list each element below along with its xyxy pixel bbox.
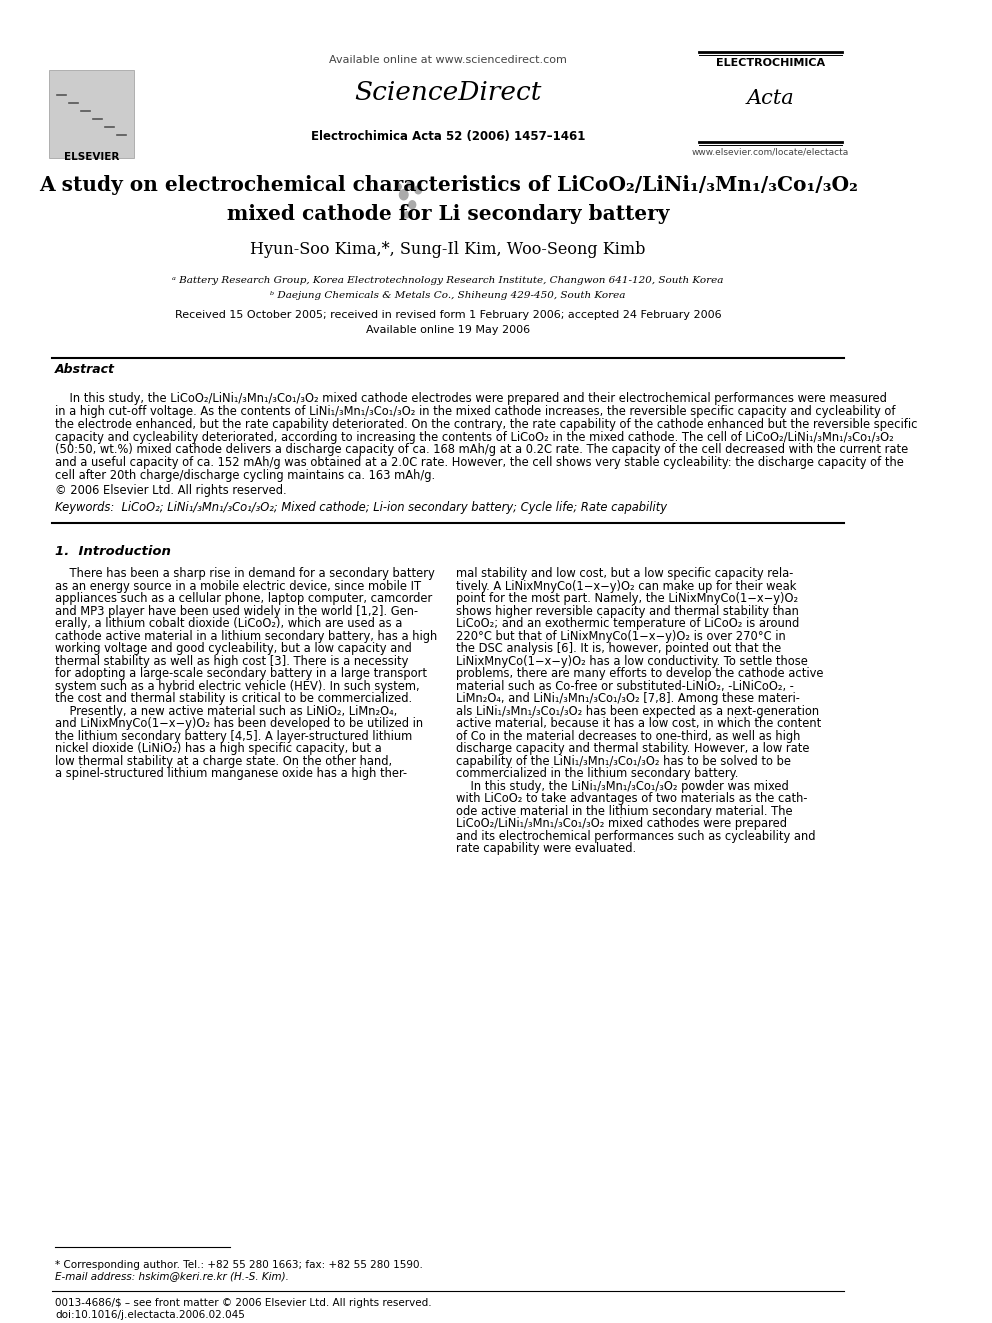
Text: Presently, a new active material such as LiNiO₂, LiMn₂O₄,: Presently, a new active material such as…	[55, 705, 397, 717]
Circle shape	[396, 184, 401, 189]
Text: and its electrochemical performances such as cycleability and: and its electrochemical performances suc…	[455, 830, 815, 843]
Text: mixed cathode for Li secondary battery: mixed cathode for Li secondary battery	[227, 204, 670, 224]
Text: tively. A LiNixMnyCo(1−x−y)O₂ can make up for their weak: tively. A LiNixMnyCo(1−x−y)O₂ can make u…	[455, 579, 797, 593]
FancyBboxPatch shape	[49, 70, 134, 157]
Text: rate capability were evaluated.: rate capability were evaluated.	[455, 841, 636, 855]
Text: Abstract: Abstract	[55, 363, 115, 376]
Text: There has been a sharp rise in demand for a secondary battery: There has been a sharp rise in demand fo…	[55, 568, 434, 581]
Text: ode active material in the lithium secondary material. The: ode active material in the lithium secon…	[455, 804, 793, 818]
Text: low thermal stability at a charge state. On the other hand,: low thermal stability at a charge state.…	[55, 754, 392, 767]
Text: (50:50, wt.%) mixed cathode delivers a discharge capacity of ca. 168 mAh/g at a : (50:50, wt.%) mixed cathode delivers a d…	[55, 443, 908, 456]
Text: ᵇ Daejung Chemicals & Metals Co., Shiheung 429-450, South Korea: ᵇ Daejung Chemicals & Metals Co., Shiheu…	[271, 291, 626, 299]
Text: commercialized in the lithium secondary battery.: commercialized in the lithium secondary …	[455, 767, 738, 781]
Text: Available online at www.sciencedirect.com: Available online at www.sciencedirect.co…	[329, 56, 567, 65]
Text: LiCoO₂/LiNi₁/₃Mn₁/₃Co₁/₃O₂ mixed cathodes were prepared: LiCoO₂/LiNi₁/₃Mn₁/₃Co₁/₃O₂ mixed cathode…	[455, 818, 787, 830]
Text: material such as Co-free or substituted-LiNiO₂, -LiNiCoO₂, -: material such as Co-free or substituted-…	[455, 680, 794, 693]
Text: working voltage and good cycleability, but a low capacity and: working voltage and good cycleability, b…	[55, 642, 412, 655]
Text: LiMn₂O₄, and LiNi₁/₃Mn₁/₃Co₁/₃O₂ [7,8]. Among these materi-: LiMn₂O₄, and LiNi₁/₃Mn₁/₃Co₁/₃O₂ [7,8]. …	[455, 692, 800, 705]
Text: als LiNi₁/₃Mn₁/₃Co₁/₃O₂ has been expected as a next-generation: als LiNi₁/₃Mn₁/₃Co₁/₃O₂ has been expecte…	[455, 705, 819, 717]
Text: cathode active material in a lithium secondary battery, has a high: cathode active material in a lithium sec…	[55, 630, 437, 643]
Text: mal stability and low cost, but a low specific capacity rela-: mal stability and low cost, but a low sp…	[455, 568, 794, 581]
Text: discharge capacity and thermal stability. However, a low rate: discharge capacity and thermal stability…	[455, 742, 809, 755]
Text: Electrochimica Acta 52 (2006) 1457–1461: Electrochimica Acta 52 (2006) 1457–1461	[310, 130, 585, 143]
Circle shape	[407, 181, 413, 188]
Text: system such as a hybrid electric vehicle (HEV). In such system,: system such as a hybrid electric vehicle…	[55, 680, 420, 693]
Text: shows higher reversible capacity and thermal stability than: shows higher reversible capacity and the…	[455, 605, 799, 618]
Text: LiCoO₂; and an exothermic temperature of LiCoO₂ is around: LiCoO₂; and an exothermic temperature of…	[455, 618, 799, 630]
Text: 220°C but that of LiNixMnyCo(1−x−y)O₂ is over 270°C in: 220°C but that of LiNixMnyCo(1−x−y)O₂ is…	[455, 630, 786, 643]
Text: problems, there are many efforts to develop the cathode active: problems, there are many efforts to deve…	[455, 667, 823, 680]
Text: in a high cut-off voltage. As the contents of LiNi₁/₃Mn₁/₃Co₁/₃O₂ in the mixed c: in a high cut-off voltage. As the conten…	[55, 405, 896, 418]
Text: active material, because it has a low cost, in which the content: active material, because it has a low co…	[455, 717, 821, 730]
Text: ELSEVIER: ELSEVIER	[63, 152, 119, 161]
Text: ELECTROCHIMICA: ELECTROCHIMICA	[716, 58, 825, 67]
Text: and LiNixMnyCo(1−x−y)O₂ has been developed to be utilized in: and LiNixMnyCo(1−x−y)O₂ has been develop…	[55, 717, 423, 730]
Text: 0013-4686/$ – see front matter © 2006 Elsevier Ltd. All rights reserved.: 0013-4686/$ – see front matter © 2006 El…	[55, 1298, 432, 1308]
Text: ᵃ Battery Research Group, Korea Electrotechnology Research Institute, Changwon 6: ᵃ Battery Research Group, Korea Electrot…	[173, 275, 724, 284]
Text: Hyun-Soo Kima,*, Sung-Il Kim, Woo-Seong Kimb: Hyun-Soo Kima,*, Sung-Il Kim, Woo-Seong …	[250, 241, 646, 258]
Text: capacity and cycleability deteriorated, according to increasing the contents of : capacity and cycleability deteriorated, …	[55, 430, 894, 443]
Text: LiNixMnyCo(1−x−y)O₂ has a low conductivity. To settle those: LiNixMnyCo(1−x−y)O₂ has a low conductivi…	[455, 655, 807, 668]
Text: the lithium secondary battery [4,5]. A layer-structured lithium: the lithium secondary battery [4,5]. A l…	[55, 730, 412, 742]
Text: Acta: Acta	[747, 89, 795, 108]
Text: with LiCoO₂ to take advantages of two materials as the cath-: with LiCoO₂ to take advantages of two ma…	[455, 792, 807, 806]
Text: of Co in the material decreases to one-third, as well as high: of Co in the material decreases to one-t…	[455, 730, 801, 742]
Text: 1.  Introduction: 1. Introduction	[55, 545, 171, 558]
Circle shape	[415, 185, 422, 193]
Text: nickel dioxide (LiNiO₂) has a high specific capacity, but a: nickel dioxide (LiNiO₂) has a high speci…	[55, 742, 382, 755]
Text: doi:10.1016/j.electacta.2006.02.045: doi:10.1016/j.electacta.2006.02.045	[55, 1311, 245, 1320]
Text: a spinel-structured lithium manganese oxide has a high ther-: a spinel-structured lithium manganese ox…	[55, 767, 407, 781]
Text: In this study, the LiCoO₂/LiNi₁/₃Mn₁/₃Co₁/₃O₂ mixed cathode electrodes were prep: In this study, the LiCoO₂/LiNi₁/₃Mn₁/₃Co…	[55, 392, 887, 405]
Text: and MP3 player have been used widely in the world [1,2]. Gen-: and MP3 player have been used widely in …	[55, 605, 418, 618]
Text: appliances such as a cellular phone, laptop computer, camcorder: appliances such as a cellular phone, lap…	[55, 593, 433, 606]
Text: In this study, the LiNi₁/₃Mn₁/₃Co₁/₃O₂ powder was mixed: In this study, the LiNi₁/₃Mn₁/₃Co₁/₃O₂ p…	[455, 779, 789, 792]
Text: ScienceDirect: ScienceDirect	[354, 79, 542, 105]
Text: thermal stability as well as high cost [3]. There is a necessity: thermal stability as well as high cost […	[55, 655, 409, 668]
Text: for adopting a large-scale secondary battery in a large transport: for adopting a large-scale secondary bat…	[55, 667, 427, 680]
Text: the DSC analysis [6]. It is, however, pointed out that the: the DSC analysis [6]. It is, however, po…	[455, 642, 781, 655]
Text: E-mail address: hskim@keri.re.kr (H.-S. Kim).: E-mail address: hskim@keri.re.kr (H.-S. …	[55, 1271, 289, 1282]
Text: * Corresponding author. Tel.: +82 55 280 1663; fax: +82 55 280 1590.: * Corresponding author. Tel.: +82 55 280…	[55, 1259, 423, 1270]
Text: cell after 20th charge/discharge cycling maintains ca. 163 mAh/g.: cell after 20th charge/discharge cycling…	[55, 470, 435, 483]
Circle shape	[405, 212, 410, 218]
Text: A study on electrochemical characteristics of LiCoO₂/LiNi₁/₃Mn₁/₃Co₁/₃O₂: A study on electrochemical characteristi…	[39, 175, 857, 194]
Text: Keywords:  LiCoO₂; LiNi₁/₃Mn₁/₃Co₁/₃O₂; Mixed cathode; Li-ion secondary battery;: Keywords: LiCoO₂; LiNi₁/₃Mn₁/₃Co₁/₃O₂; M…	[55, 501, 667, 515]
Text: erally, a lithium cobalt dioxide (LiCoO₂), which are used as a: erally, a lithium cobalt dioxide (LiCoO₂…	[55, 618, 403, 630]
Text: the cost and thermal stability is critical to be commercialized.: the cost and thermal stability is critic…	[55, 692, 412, 705]
Text: Available online 19 May 2006: Available online 19 May 2006	[366, 324, 530, 335]
Text: the electrode enhanced, but the rate capability deteriorated. On the contrary, t: the electrode enhanced, but the rate cap…	[55, 418, 918, 430]
Text: and a useful capacity of ca. 152 mAh/g was obtained at a 2.0C rate. However, the: and a useful capacity of ca. 152 mAh/g w…	[55, 456, 904, 470]
Text: www.elsevier.com/locate/electacta: www.elsevier.com/locate/electacta	[691, 148, 849, 157]
Circle shape	[409, 201, 416, 209]
Text: as an energy source in a mobile electric device, since mobile IT: as an energy source in a mobile electric…	[55, 579, 421, 593]
Text: © 2006 Elsevier Ltd. All rights reserved.: © 2006 Elsevier Ltd. All rights reserved…	[55, 484, 287, 497]
Text: point for the most part. Namely, the LiNixMnyCo(1−x−y)O₂: point for the most part. Namely, the LiN…	[455, 593, 798, 606]
Text: capability of the LiNi₁/₃Mn₁/₃Co₁/₃O₂ has to be solved to be: capability of the LiNi₁/₃Mn₁/₃Co₁/₃O₂ ha…	[455, 754, 791, 767]
Circle shape	[400, 189, 408, 200]
Text: Received 15 October 2005; received in revised form 1 February 2006; accepted 24 : Received 15 October 2005; received in re…	[175, 310, 721, 320]
